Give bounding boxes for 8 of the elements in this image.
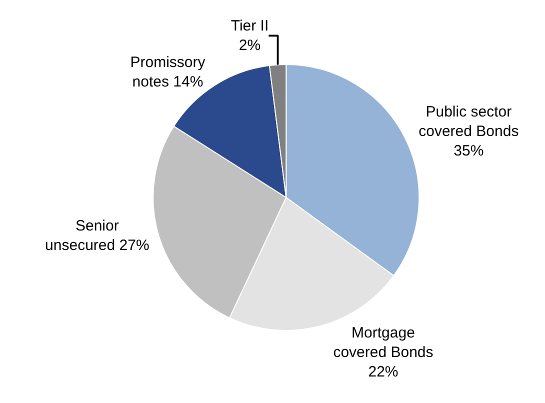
slice-label: Promissory notes 14% bbox=[130, 54, 206, 90]
slice-label: Tier II bbox=[230, 17, 269, 34]
slice-label: Public sector covered Bonds bbox=[418, 103, 519, 140]
slice-label: Senior unsecured 27% bbox=[45, 218, 150, 254]
data-label: 2% bbox=[238, 36, 261, 54]
data-label: 35% bbox=[454, 142, 484, 160]
data-label: 22% bbox=[368, 364, 398, 381]
slice-label: Mortgage covered Bonds bbox=[333, 324, 434, 362]
